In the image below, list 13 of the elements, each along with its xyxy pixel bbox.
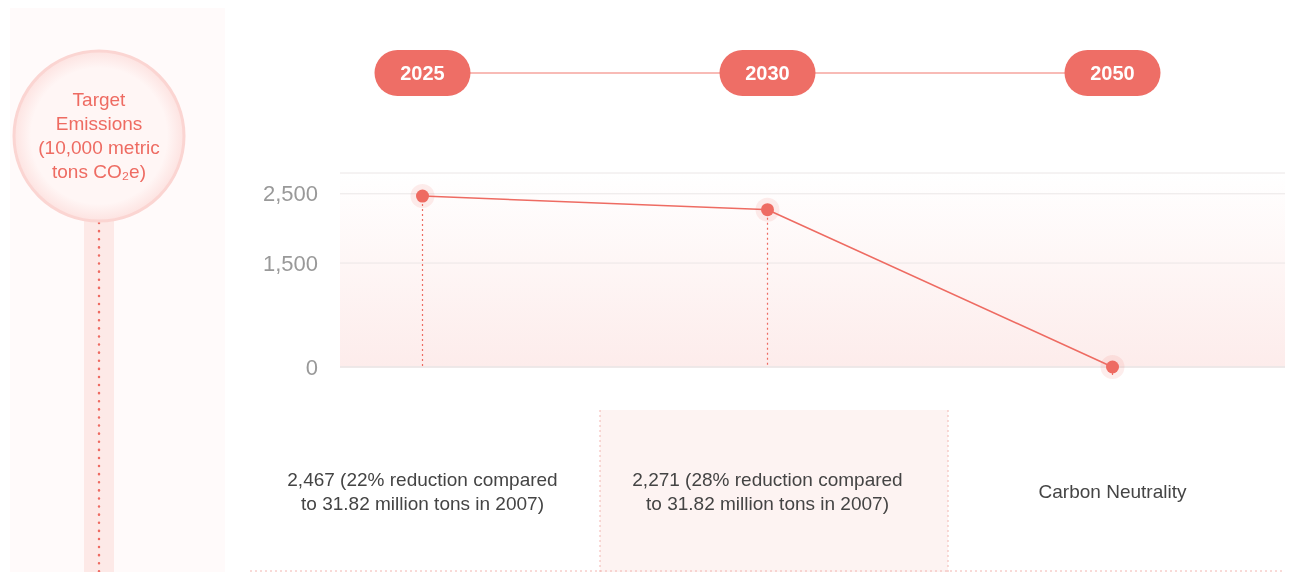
point: [410, 184, 435, 209]
x-tick-label: 2030: [745, 62, 790, 85]
y-tick-label: 1,500: [262, 250, 318, 276]
text: Carbon Neutrality: [1038, 481, 1187, 502]
x-tick-label: 2050: [1090, 62, 1135, 85]
point: [1100, 355, 1125, 379]
text: 2,467 (22% reduction compared to 31.82 million tons in 2007): [287, 469, 558, 514]
y-tick-label: 0: [305, 354, 318, 380]
text: 2,271 (28% reduction compared to 31.82 million tons in 2007): [632, 469, 903, 514]
y-tick-label: 2,500: [262, 181, 318, 207]
point: [755, 197, 780, 222]
x-tick-label: 2025: [400, 62, 445, 85]
text: Target Emissions (10,000 metric tons CO₂e): [38, 89, 160, 182]
